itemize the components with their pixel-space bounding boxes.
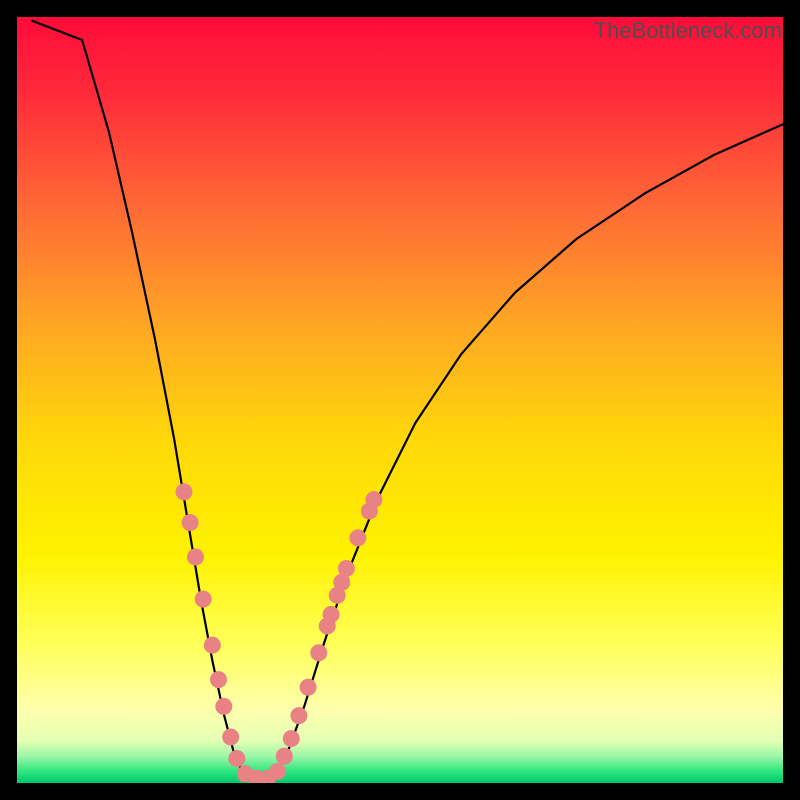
data-marker (300, 679, 317, 696)
data-marker (365, 491, 382, 508)
data-marker (269, 763, 286, 780)
plot-area (17, 17, 783, 783)
data-marker (175, 483, 192, 500)
data-marker (290, 707, 307, 724)
data-marker (349, 529, 366, 546)
data-marker (228, 750, 245, 767)
data-marker (195, 591, 212, 608)
chart-svg (17, 17, 783, 783)
data-marker (338, 560, 355, 577)
data-marker (222, 729, 239, 746)
data-marker (310, 644, 327, 661)
data-marker (182, 514, 199, 531)
bottleneck-curve (32, 21, 783, 779)
data-marker (276, 748, 293, 765)
data-marker (204, 637, 221, 654)
data-marker (210, 671, 227, 688)
data-marker (215, 698, 232, 715)
data-marker (283, 730, 300, 747)
data-marker (323, 606, 340, 623)
watermark-text: TheBottleneck.com (594, 18, 782, 44)
data-marker (187, 549, 204, 566)
